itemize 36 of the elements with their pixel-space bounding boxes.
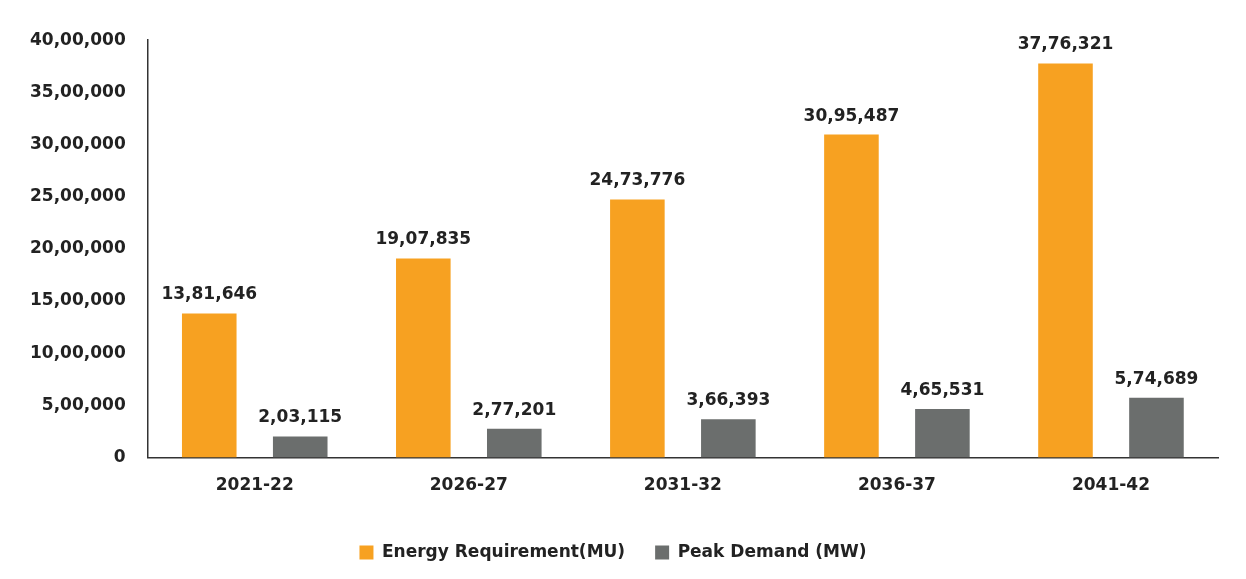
data-label: 30,95,487 bbox=[803, 104, 900, 125]
y-tick-label: 5,00,000 bbox=[41, 393, 126, 414]
data-label: 2,03,115 bbox=[258, 406, 343, 427]
y-tick-label: 30,00,000 bbox=[30, 132, 126, 153]
data-label: 37,76,321 bbox=[1017, 33, 1114, 54]
data-label: 2,77,201 bbox=[472, 398, 557, 419]
bar bbox=[181, 313, 237, 458]
bar bbox=[610, 199, 665, 458]
bar bbox=[915, 409, 970, 458]
y-tick-label: 25,00,000 bbox=[30, 185, 126, 206]
y-tick-label: 0 bbox=[113, 446, 126, 467]
y-tick-label: 10,00,000 bbox=[30, 341, 126, 362]
bar bbox=[272, 436, 328, 458]
y-tick-label: 35,00,000 bbox=[30, 80, 126, 101]
bar bbox=[701, 419, 756, 458]
data-label: 3,66,393 bbox=[686, 389, 771, 410]
bar bbox=[396, 258, 451, 458]
x-tick-label: 2021-22 bbox=[215, 474, 294, 495]
bar bbox=[1129, 397, 1184, 458]
bar bbox=[487, 428, 542, 458]
y-tick-label: 40,00,000 bbox=[30, 28, 126, 49]
y-tick-label: 20,00,000 bbox=[30, 237, 126, 258]
y-tick-label: 15,00,000 bbox=[30, 289, 126, 310]
x-tick-label: 2026-27 bbox=[429, 474, 508, 495]
x-tick-label: 2041-42 bbox=[1071, 474, 1150, 495]
data-label: 13,81,646 bbox=[161, 283, 258, 304]
x-tick-label: 2031-32 bbox=[643, 474, 722, 495]
legend-label: Energy Requirement(MU) bbox=[381, 540, 626, 561]
data-label: 24,73,776 bbox=[589, 169, 686, 190]
x-tick-label: 2036-37 bbox=[857, 474, 936, 495]
legend-label: Peak Demand (MW) bbox=[677, 540, 867, 561]
data-label: 5,74,689 bbox=[1114, 367, 1199, 388]
bar bbox=[1038, 63, 1093, 458]
data-label: 4,65,531 bbox=[900, 378, 985, 399]
bar bbox=[824, 134, 879, 458]
data-label: 19,07,835 bbox=[375, 228, 472, 249]
